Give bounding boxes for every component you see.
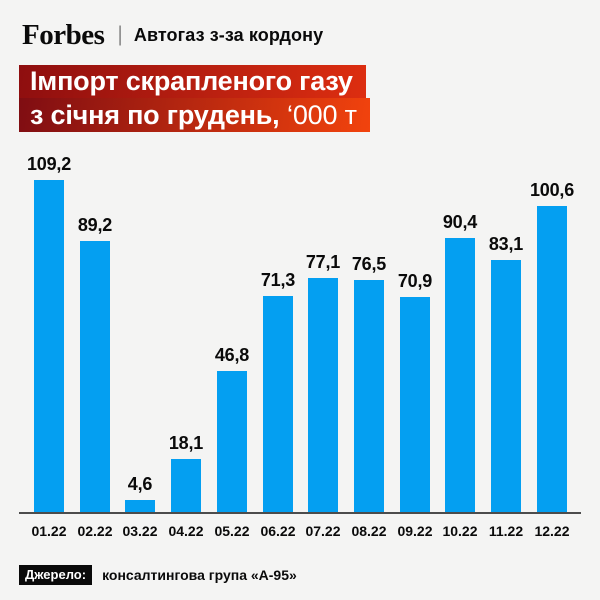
value-label-10.22: 90,4 bbox=[442, 212, 478, 232]
x-tick-label-02.22: 02.22 bbox=[77, 523, 113, 539]
chart-title-line1: Імпорт скрапленого газу bbox=[19, 65, 366, 98]
value-label-11.22: 83,1 bbox=[488, 234, 524, 254]
x-tick-label-11.22: 11.22 bbox=[488, 523, 524, 539]
x-tick-label-05.22: 05.22 bbox=[214, 523, 250, 539]
x-tick-label-08.22: 08.22 bbox=[351, 523, 387, 539]
bar-10.22 bbox=[445, 238, 475, 514]
header-kicker: Автогаз з-за кордону bbox=[133, 24, 324, 45]
value-label-09.22: 70,9 bbox=[397, 271, 433, 291]
value-label-02.22: 89,2 bbox=[77, 215, 113, 235]
forbes-logo: Forbes bbox=[22, 19, 105, 51]
bar-06.22 bbox=[263, 296, 293, 514]
bar-08.22 bbox=[354, 280, 384, 514]
chart-title-unit: ‘000 т bbox=[287, 99, 357, 130]
value-label-06.22: 71,3 bbox=[260, 270, 296, 290]
x-tick-label-04.22: 04.22 bbox=[168, 523, 204, 539]
chart-title: Імпорт скрапленого газу з січня по груде… bbox=[19, 65, 370, 132]
bar-02.22 bbox=[80, 241, 110, 514]
x-tick-label-03.22: 03.22 bbox=[122, 523, 158, 539]
x-tick-label-01.22: 01.22 bbox=[31, 523, 67, 539]
x-axis-line bbox=[19, 512, 581, 514]
source-text: консалтингова група «А-95» bbox=[102, 567, 297, 583]
value-label-08.22: 76,5 bbox=[351, 254, 387, 274]
x-tick-label-12.22: 12.22 bbox=[534, 523, 570, 539]
bar-01.22 bbox=[34, 180, 64, 514]
value-label-12.22: 100,6 bbox=[529, 180, 575, 200]
x-tick-label-07.22: 07.22 bbox=[305, 523, 341, 539]
x-tick-label-10.22: 10.22 bbox=[442, 523, 478, 539]
x-tick-label-09.22: 09.22 bbox=[397, 523, 433, 539]
chart-title-line2: з січня по грудень, ‘000 т bbox=[19, 98, 370, 132]
source-line: Джерело: консалтингова група «А-95» bbox=[19, 565, 297, 585]
bar-12.22 bbox=[537, 206, 567, 514]
value-label-05.22: 46,8 bbox=[214, 345, 250, 365]
bar-04.22 bbox=[171, 459, 201, 514]
header: Forbes | Автогаз з-за кордону bbox=[22, 19, 324, 51]
bar-05.22 bbox=[217, 371, 247, 514]
bar-03.22 bbox=[125, 500, 155, 514]
chart-title-line1-text: Імпорт скрапленого газу bbox=[30, 66, 353, 96]
value-label-01.22: 109,2 bbox=[26, 154, 72, 174]
x-tick-label-06.22: 06.22 bbox=[260, 523, 296, 539]
header-separator: | bbox=[117, 23, 123, 46]
chart-title-line2-bold: з січня по грудень, bbox=[30, 99, 280, 130]
value-label-03.22: 4,6 bbox=[127, 474, 153, 494]
value-label-07.22: 77,1 bbox=[305, 252, 341, 272]
value-label-04.22: 18,1 bbox=[168, 433, 204, 453]
source-label-badge: Джерело: bbox=[19, 565, 93, 585]
bar-11.22 bbox=[491, 260, 521, 514]
bar-07.22 bbox=[308, 278, 338, 514]
bar-09.22 bbox=[400, 297, 430, 514]
